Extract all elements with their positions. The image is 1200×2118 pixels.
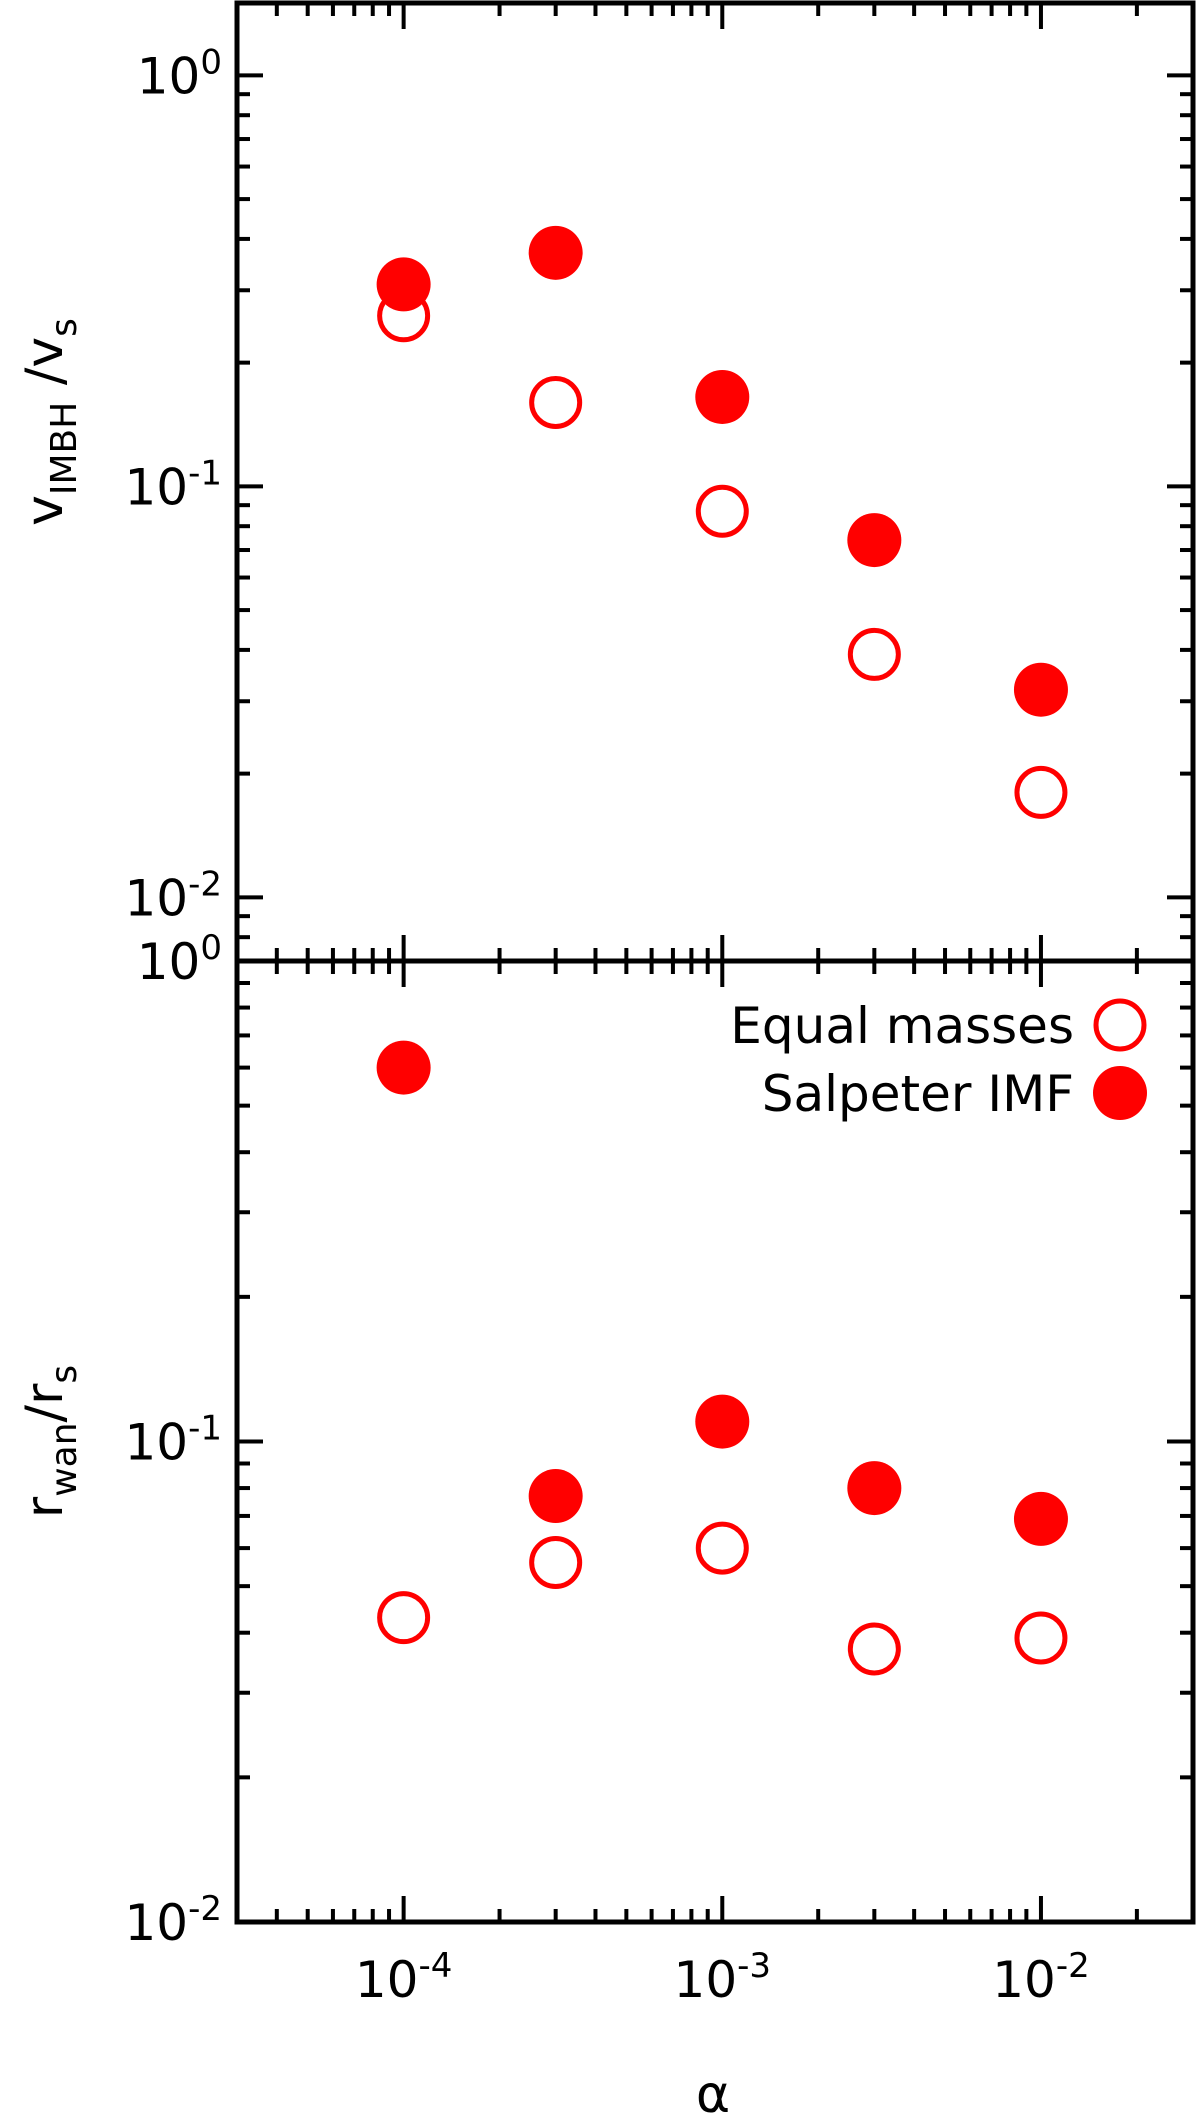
y-axis-title: vIMBH /vs <box>15 318 85 526</box>
y-tick-label: 10-1 <box>124 453 222 516</box>
data-point-filled <box>1013 1491 1068 1546</box>
data-point-open <box>377 1591 431 1645</box>
y-tick-label: 10-2 <box>124 864 222 927</box>
data-point-filled <box>695 1394 750 1449</box>
legend-label: Salpeter IMF <box>762 1065 1074 1123</box>
data-point-filled <box>528 1469 583 1524</box>
y-tick-label: 10-1 <box>124 1409 222 1472</box>
data-point-open <box>695 1521 749 1575</box>
data-point-open <box>695 484 749 538</box>
top-panel: 100 10-1 10-2 vIMBH /vs <box>15 0 1196 964</box>
data-point-open <box>1014 765 1068 819</box>
data-point-filled <box>528 225 583 280</box>
data-point-filled <box>376 257 431 312</box>
y-tick-label: 100 <box>137 42 222 105</box>
data-point-open <box>1014 1611 1068 1665</box>
x-axis-title: α <box>696 2065 730 2118</box>
legend-label: Equal masses <box>730 997 1074 1055</box>
data-point-open <box>529 1535 583 1589</box>
x-tick-label: 10-2 <box>992 1946 1090 2009</box>
data-point-filled <box>376 1040 431 1095</box>
data-point-filled <box>695 369 750 424</box>
y-axis-title: rwan/rs <box>15 1365 85 1518</box>
x-tick-label: 10-3 <box>674 1946 772 2009</box>
data-point-open <box>847 627 901 681</box>
y-tick-label: 10-2 <box>124 1889 222 1952</box>
data-point-filled <box>1013 662 1068 717</box>
x-tick-label: 10-4 <box>355 1946 453 2009</box>
data-point-open <box>529 375 583 429</box>
bottom-panel: 100 10-1 10-2 10-4 10-3 10-2 rwan/rs α Equal mas… <box>15 928 1196 2118</box>
data-point-filled <box>847 513 902 568</box>
y-tick-label: 100 <box>137 928 222 991</box>
data-point-open <box>847 1622 901 1676</box>
legend-marker-open <box>1093 998 1147 1052</box>
legend-marker-filled <box>1093 1066 1147 1120</box>
data-point-filled <box>847 1461 902 1516</box>
